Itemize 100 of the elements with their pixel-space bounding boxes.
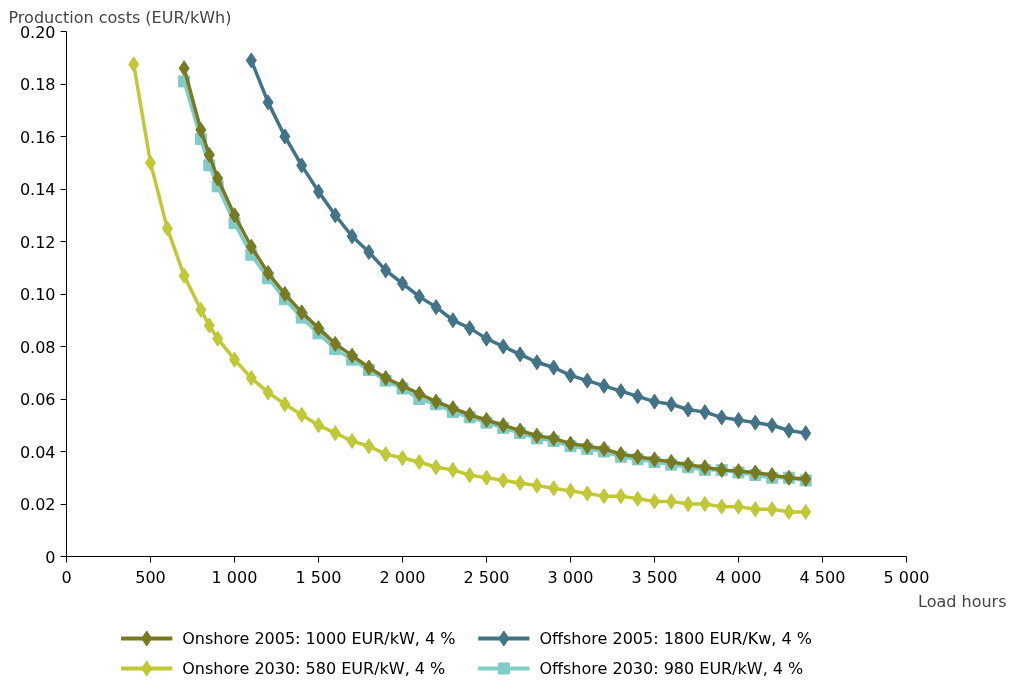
point: [749, 501, 761, 518]
point: [447, 461, 459, 478]
point: [329, 425, 341, 442]
point: [212, 170, 224, 187]
y-tick-label: 0.06: [19, 390, 56, 409]
x-tick-label: 3 500: [631, 567, 678, 587]
point: [128, 56, 140, 73]
y-tick-label: 0.04: [19, 442, 56, 462]
point: [514, 346, 526, 363]
point: [430, 299, 442, 316]
point: [178, 60, 190, 77]
point: [363, 438, 375, 455]
point: [548, 430, 560, 447]
point: [581, 438, 593, 455]
point: [514, 422, 526, 439]
point: [262, 265, 274, 281]
point: [632, 388, 644, 405]
point: [548, 359, 560, 376]
point: [615, 446, 627, 463]
point: [766, 501, 778, 518]
y-tick-label: 0.16: [19, 127, 56, 147]
point: [203, 146, 215, 163]
x-tick-label: 0: [61, 567, 72, 587]
y-tick-label: 0.14: [19, 180, 56, 199]
y-tick-label: 0: [45, 547, 56, 567]
point: [161, 220, 173, 237]
y-tick-label: 0.02: [19, 495, 56, 514]
point: [598, 440, 610, 457]
point: [262, 384, 274, 401]
point: [363, 244, 375, 260]
y-tick-label: 0.08: [19, 337, 56, 357]
point: [682, 496, 694, 512]
point: [531, 427, 543, 444]
point: [716, 498, 728, 515]
point: [766, 417, 778, 434]
point: [346, 228, 358, 245]
x-tick-label: 1 500: [295, 567, 342, 587]
point: [598, 377, 610, 394]
point: [195, 121, 207, 138]
point: [598, 488, 610, 505]
point: [413, 385, 425, 402]
point: [296, 406, 308, 423]
point: [699, 496, 711, 512]
point: [783, 503, 795, 520]
point: [178, 267, 190, 284]
point: [296, 157, 308, 174]
x-tick-label: 3 000: [547, 567, 594, 587]
point: [632, 490, 644, 507]
point: [363, 359, 375, 376]
point: [380, 370, 392, 386]
point: [329, 335, 341, 352]
legend-label: Offshore 2030: 980 EUR/kW, 4 %: [539, 659, 804, 678]
point: [716, 409, 728, 426]
point: [682, 401, 694, 418]
point: [497, 472, 509, 489]
point: [749, 464, 761, 481]
point: [346, 347, 358, 364]
point: [665, 493, 677, 510]
point: [581, 372, 593, 389]
point: [447, 312, 459, 329]
x-tick-label: 1 000: [211, 567, 258, 587]
point: [413, 288, 425, 305]
point: [665, 396, 677, 413]
x-tick-label: 2 000: [379, 567, 426, 587]
point: [279, 128, 291, 145]
point: [212, 330, 224, 347]
point: [380, 262, 392, 279]
point: [665, 454, 677, 470]
point: [531, 477, 543, 494]
point: [615, 383, 627, 400]
x-axis-title: Load hours: [918, 591, 1007, 611]
point: [531, 354, 543, 371]
point: [632, 448, 644, 465]
point: [783, 422, 795, 439]
point: [749, 414, 761, 431]
point: [279, 396, 291, 413]
point: [430, 393, 442, 410]
point: [464, 320, 476, 337]
y-tick-label: 0.12: [19, 232, 56, 252]
point: [279, 286, 291, 302]
legend-label: Onshore 2030: 580 EUR/kW, 4 %: [182, 659, 446, 678]
point: [514, 475, 526, 491]
point: [464, 467, 476, 484]
x-tick-label: 5 000: [883, 567, 930, 587]
y-tick-label: 0.18: [19, 75, 56, 94]
x-tick-label: 500: [135, 567, 166, 587]
point: [245, 238, 257, 255]
point: [699, 404, 711, 421]
point: [497, 338, 509, 355]
point: [548, 480, 560, 497]
point: [346, 433, 358, 449]
legend-label: Onshore 2005: 1000 EUR/kW, 4 %: [182, 629, 456, 648]
point: [447, 400, 459, 417]
point: [497, 417, 509, 434]
point: [615, 488, 627, 505]
point: [581, 485, 593, 502]
x-tick-label: 4 500: [799, 567, 846, 587]
point: [682, 456, 694, 473]
point: [262, 94, 274, 111]
legend-label: Offshore 2005: 1800 EUR/Kw, 4 %: [539, 629, 813, 648]
